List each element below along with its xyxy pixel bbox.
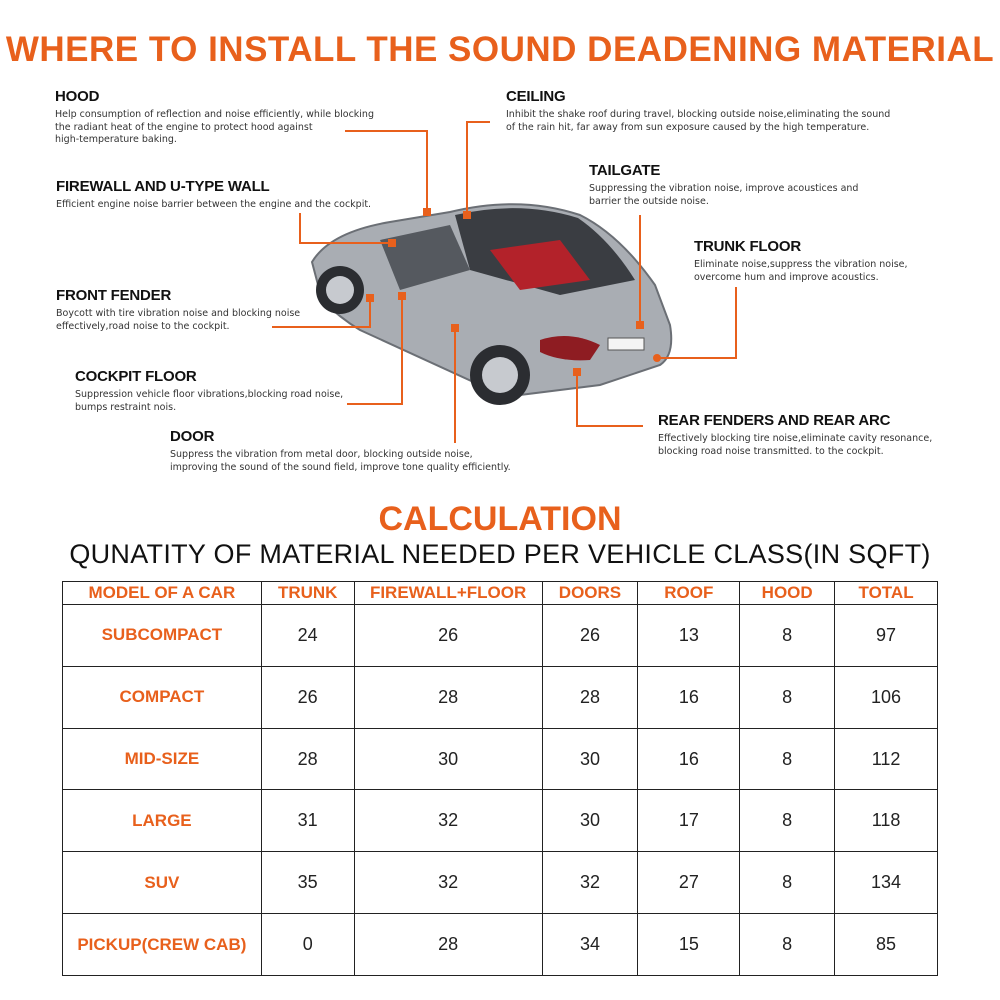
value-cell: 106 bbox=[834, 665, 938, 729]
callout-tailgate: TAILGATE Suppressing the vibration noise… bbox=[589, 162, 858, 208]
table-row: PICKUP(CREW CAB) 0 28 34 15 8 85 bbox=[62, 913, 938, 976]
vehicle-class-cell: LARGE bbox=[62, 789, 262, 853]
page-title: WHERE TO INSTALL THE SOUND DEADENING MAT… bbox=[5, 30, 995, 69]
value-cell: 85 bbox=[834, 913, 938, 976]
callout-heading: DOOR bbox=[170, 428, 215, 445]
table-header-row: MODEL OF A CAR TRUNK FIREWALL+FLOOR DOOR… bbox=[62, 581, 938, 605]
value-cell: 26 bbox=[541, 604, 639, 667]
value-cell: 28 bbox=[353, 913, 543, 976]
value-cell: 17 bbox=[637, 789, 741, 853]
column-header: TRUNK bbox=[260, 581, 355, 605]
callout-lines bbox=[272, 121, 737, 443]
value-cell: 32 bbox=[353, 851, 543, 915]
callout-front-fender: FRONT FENDER Boycott with tire vibration… bbox=[56, 287, 300, 333]
value-cell: 34 bbox=[541, 913, 639, 976]
table-row: MID-SIZE 28 30 30 16 8 112 bbox=[62, 727, 938, 791]
vehicle-class-cell: SUBCOMPACT bbox=[62, 604, 262, 667]
callout-dots bbox=[366, 208, 661, 376]
callout-text: Suppressing the vibration noise, improve… bbox=[589, 183, 859, 207]
callout-heading: FIREWALL AND U-TYPE WALL bbox=[56, 178, 270, 195]
value-cell: 28 bbox=[541, 665, 639, 729]
value-cell: 118 bbox=[834, 789, 938, 853]
value-cell: 31 bbox=[260, 789, 355, 853]
column-header: ROOF bbox=[637, 581, 741, 605]
callout-heading: CEILING bbox=[506, 88, 566, 105]
column-header: TOTAL bbox=[834, 581, 938, 605]
callout-text: Suppress the vibration from metal door, … bbox=[170, 449, 511, 473]
value-cell: 30 bbox=[353, 727, 543, 791]
column-header: HOOD bbox=[739, 581, 836, 605]
value-cell: 30 bbox=[541, 789, 639, 853]
table-row: SUV 35 32 32 27 8 134 bbox=[62, 851, 938, 915]
value-cell: 26 bbox=[353, 604, 543, 667]
callout-heading: HOOD bbox=[55, 88, 100, 105]
callout-firewall: FIREWALL AND U-TYPE WALL Efficient engin… bbox=[56, 178, 371, 212]
value-cell: 8 bbox=[739, 913, 836, 976]
callout-heading: REAR FENDERS AND REAR ARC bbox=[658, 412, 891, 429]
car-image bbox=[310, 203, 673, 405]
value-cell: 8 bbox=[739, 727, 836, 791]
calculation-heading: CALCULATION bbox=[378, 500, 622, 538]
vehicle-class-cell: PICKUP(CREW CAB) bbox=[62, 913, 262, 976]
vehicle-class-cell: SUV bbox=[62, 851, 262, 915]
table-row: COMPACT 26 28 28 16 8 106 bbox=[62, 665, 938, 729]
value-cell: 8 bbox=[739, 665, 836, 729]
callout-text: Efficient engine noise barrier between t… bbox=[56, 199, 372, 210]
callout-text: Suppression vehicle floor vibrations,blo… bbox=[75, 389, 344, 413]
column-header: DOORS bbox=[541, 581, 639, 605]
callout-text: Eliminate noise,suppress the vibration n… bbox=[694, 259, 908, 283]
callout-text: Inhibit the shake roof during travel, bl… bbox=[506, 109, 891, 133]
value-cell: 28 bbox=[260, 727, 355, 791]
value-cell: 16 bbox=[637, 665, 741, 729]
callout-hood: HOOD Help consumption of reflection and … bbox=[55, 88, 374, 147]
callout-heading: TRUNK FLOOR bbox=[694, 238, 801, 255]
table-row: LARGE 31 32 30 17 8 118 bbox=[62, 789, 938, 853]
calculation-subheading: QUNATITY OF MATERIAL NEEDED PER VEHICLE … bbox=[69, 539, 931, 569]
value-cell: 0 bbox=[260, 913, 355, 976]
value-cell: 134 bbox=[834, 851, 938, 915]
value-cell: 32 bbox=[541, 851, 639, 915]
value-cell: 112 bbox=[834, 727, 938, 791]
value-cell: 28 bbox=[353, 665, 543, 729]
value-cell: 8 bbox=[739, 851, 836, 915]
table-row: SUBCOMPACT 24 26 26 13 8 97 bbox=[62, 604, 938, 667]
column-header: MODEL OF A CAR bbox=[62, 581, 262, 605]
value-cell: 27 bbox=[637, 851, 741, 915]
callout-heading: COCKPIT FLOOR bbox=[75, 368, 197, 385]
value-cell: 32 bbox=[353, 789, 543, 853]
value-cell: 30 bbox=[541, 727, 639, 791]
value-cell: 8 bbox=[739, 789, 836, 853]
callout-rear-fenders: REAR FENDERS AND REAR ARC Effectively bl… bbox=[658, 412, 932, 458]
value-cell: 16 bbox=[637, 727, 741, 791]
value-cell: 15 bbox=[637, 913, 741, 976]
callout-text: Boycott with tire vibration noise and bl… bbox=[56, 308, 301, 332]
callout-door: DOOR Suppress the vibration from metal d… bbox=[170, 428, 511, 474]
callout-text: Effectively blocking tire noise,eliminat… bbox=[658, 433, 933, 457]
value-cell: 24 bbox=[260, 604, 355, 667]
material-table: MODEL OF A CAR TRUNK FIREWALL+FLOOR DOOR… bbox=[62, 581, 938, 976]
callout-trunk-floor: TRUNK FLOOR Eliminate noise,suppress the… bbox=[694, 238, 908, 284]
column-header: FIREWALL+FLOOR bbox=[353, 581, 543, 605]
value-cell: 35 bbox=[260, 851, 355, 915]
callout-heading: TAILGATE bbox=[589, 162, 661, 179]
callout-heading: FRONT FENDER bbox=[56, 287, 172, 304]
value-cell: 97 bbox=[834, 604, 938, 667]
vehicle-class-cell: MID-SIZE bbox=[62, 727, 262, 791]
car-illustration bbox=[272, 121, 737, 443]
vehicle-class-cell: COMPACT bbox=[62, 665, 262, 729]
value-cell: 8 bbox=[739, 604, 836, 667]
callout-ceiling: CEILING Inhibit the shake roof during tr… bbox=[506, 88, 890, 134]
value-cell: 26 bbox=[260, 665, 355, 729]
callout-cockpit-floor: COCKPIT FLOOR Suppression vehicle floor … bbox=[75, 368, 343, 414]
value-cell: 13 bbox=[637, 604, 741, 667]
callout-text: Help consumption of reflection and noise… bbox=[55, 109, 374, 145]
